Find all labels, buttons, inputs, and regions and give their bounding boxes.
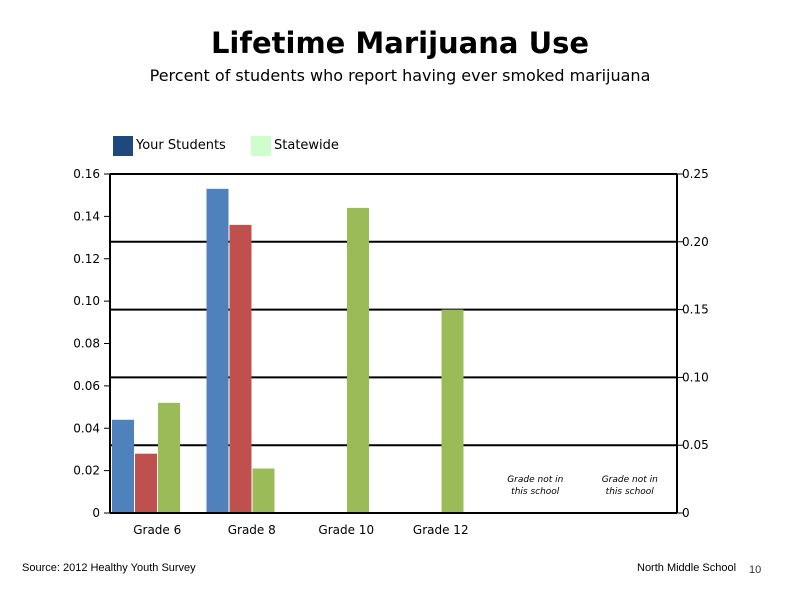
bar <box>158 402 180 513</box>
bar <box>441 309 464 513</box>
y-tick-label: 0.10 <box>73 294 100 308</box>
annotation: Grade not in <box>507 475 563 485</box>
annotation: this school <box>606 487 655 497</box>
annotation: this school <box>511 487 560 497</box>
y2-tick-label: 0.15 <box>682 303 709 317</box>
school-name: North Middle School <box>637 562 737 574</box>
y2-tick-label: 0.10 <box>682 370 709 384</box>
y2-tick-label: 0.05 <box>682 438 709 452</box>
legend-swatch-statewide <box>251 136 271 156</box>
y-tick-label: 0.14 <box>73 209 100 223</box>
bar <box>206 188 229 514</box>
bar <box>112 419 134 513</box>
y-tick-label: 0.06 <box>73 379 100 393</box>
annotation: Grade not in <box>602 475 658 485</box>
legend-swatch-your-students <box>113 136 133 156</box>
y-tick-label: 0.12 <box>73 252 100 266</box>
x-tick-label: Grade 8 <box>228 523 276 537</box>
y-tick-label: 0.02 <box>73 464 100 478</box>
x-tick-label: Grade 10 <box>318 523 374 537</box>
chart-subtitle: Percent of students who report having ev… <box>149 66 651 85</box>
y2-tick-label: 0 <box>682 506 690 520</box>
y-tick-label: 0.16 <box>73 167 100 181</box>
y-tick-label: 0.08 <box>73 337 100 351</box>
bar <box>229 224 252 513</box>
page-number: 10 <box>749 564 762 576</box>
x-tick-label: Grade 12 <box>413 523 469 537</box>
bar <box>347 207 369 513</box>
bar <box>135 453 157 513</box>
chart-title: Lifetime Marijuana Use <box>210 26 590 60</box>
y-tick-label: 0 <box>92 506 100 520</box>
bar <box>252 468 275 513</box>
y2-tick-label: 0.20 <box>682 235 709 249</box>
legend-label-statewide: Statewide <box>274 138 339 153</box>
legend-label-your-students: Your Students <box>136 138 226 153</box>
source-note: Source: 2012 Healthy Youth Survey <box>22 562 196 574</box>
x-tick-label: Grade 6 <box>133 523 181 537</box>
y2-tick-label: 0.25 <box>682 167 709 181</box>
y-tick-label: 0.04 <box>73 421 100 435</box>
